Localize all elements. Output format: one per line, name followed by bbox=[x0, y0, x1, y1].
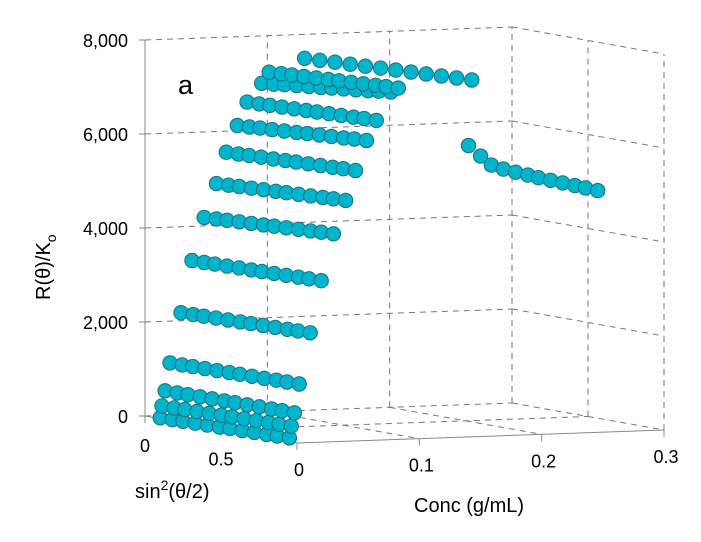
data-point bbox=[460, 137, 477, 154]
y-axis-label-main: sin bbox=[135, 481, 161, 503]
data-point bbox=[403, 64, 419, 80]
data-point bbox=[312, 52, 328, 68]
data-point bbox=[342, 56, 358, 72]
x-axis-line bbox=[296, 429, 665, 444]
series-5 bbox=[184, 252, 329, 289]
series-8 bbox=[218, 144, 364, 179]
panel-label: a bbox=[178, 70, 194, 100]
series-4 bbox=[173, 305, 318, 341]
side-wall-gridline bbox=[511, 26, 665, 55]
data-point bbox=[296, 50, 313, 66]
data-point bbox=[338, 192, 354, 209]
data-point bbox=[472, 148, 489, 164]
z-axis-label: R(θ)/Ko bbox=[33, 234, 59, 300]
y-axis-label: sin2(θ/2) bbox=[135, 477, 210, 503]
side-wall-gridline bbox=[511, 120, 665, 149]
z-tick-label: 0 bbox=[118, 407, 128, 427]
series-12 bbox=[261, 64, 406, 96]
data-point bbox=[464, 72, 480, 88]
y-tick-label: 0 bbox=[140, 436, 150, 456]
data-point bbox=[590, 182, 606, 199]
data-point bbox=[327, 54, 343, 70]
data-point bbox=[286, 405, 302, 421]
z-tick-label: 2,000 bbox=[83, 313, 128, 333]
axes bbox=[139, 39, 665, 450]
series-10 bbox=[239, 94, 384, 129]
data-point bbox=[368, 112, 384, 129]
z-tick-label: 6,000 bbox=[83, 125, 128, 145]
z-axis-label-sub: o bbox=[43, 234, 59, 242]
data-point bbox=[388, 62, 404, 78]
data-point bbox=[357, 58, 374, 74]
data-point bbox=[347, 162, 364, 179]
x-tick-label: 0.1 bbox=[409, 456, 434, 476]
x-tick-label: 0.3 bbox=[653, 447, 678, 467]
series-3 bbox=[162, 355, 307, 392]
z-tick-label: 8,000 bbox=[83, 31, 128, 51]
data-point bbox=[291, 376, 307, 392]
z-tick-label: 4,000 bbox=[83, 219, 128, 239]
series-13 bbox=[296, 50, 480, 88]
z-axis-label-main: R(θ)/K bbox=[33, 242, 55, 300]
series-2 bbox=[157, 383, 302, 421]
x-axis-label: Conc (g/mL) bbox=[414, 495, 524, 517]
x-tick-label: 0.2 bbox=[531, 451, 556, 471]
data-point bbox=[325, 226, 342, 242]
series-0 bbox=[152, 410, 298, 446]
data-point bbox=[358, 132, 375, 149]
data-point bbox=[418, 66, 434, 82]
data-points bbox=[152, 50, 606, 446]
series-1 bbox=[154, 398, 299, 434]
data-point bbox=[390, 80, 406, 96]
x-tick-label: 0 bbox=[294, 460, 304, 480]
y-tick-label: 0.5 bbox=[208, 450, 233, 470]
series-7 bbox=[208, 175, 354, 209]
y-axis-label-rest: (θ/2) bbox=[168, 481, 209, 503]
tick-labels: 0 2,000 4,000 6,000 8,000 0 0.1 0.2 0.3 0 0.5 bbox=[83, 31, 679, 480]
data-point bbox=[433, 68, 450, 84]
data-point bbox=[283, 418, 299, 434]
y-axis-label-sup: 2 bbox=[161, 477, 169, 493]
series-9 bbox=[229, 117, 375, 149]
data-point bbox=[313, 273, 329, 289]
series-6 bbox=[196, 209, 342, 242]
series-14 bbox=[460, 137, 606, 199]
data-point bbox=[302, 325, 318, 341]
back-wall-gridline bbox=[144, 26, 513, 41]
data-point bbox=[448, 70, 465, 86]
data-point bbox=[372, 60, 389, 76]
